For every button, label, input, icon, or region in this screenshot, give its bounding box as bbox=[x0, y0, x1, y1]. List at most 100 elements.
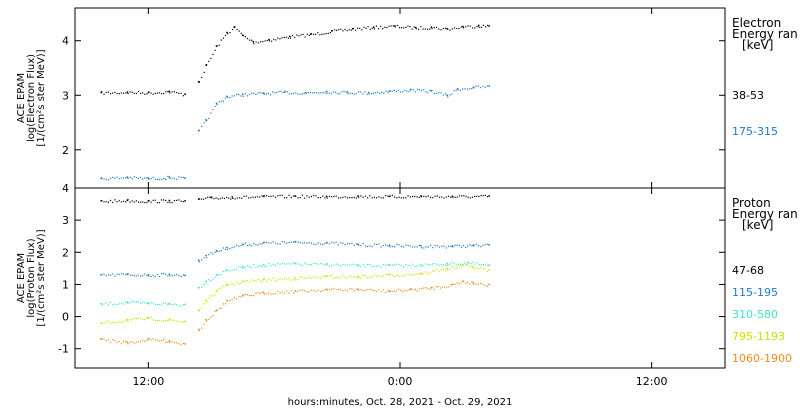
data-dot bbox=[105, 302, 107, 304]
data-dot bbox=[385, 274, 387, 276]
data-dot bbox=[453, 262, 455, 264]
y-axis-label: log(Proton Flux) bbox=[26, 238, 37, 317]
data-dot bbox=[125, 301, 127, 303]
data-dot bbox=[176, 273, 178, 276]
data-dot bbox=[105, 321, 107, 323]
data-dot bbox=[259, 280, 261, 282]
data-dot bbox=[402, 91, 404, 93]
data-dot bbox=[349, 243, 351, 245]
data-dot bbox=[133, 275, 135, 277]
data-dot bbox=[328, 275, 331, 277]
data-dot bbox=[311, 92, 314, 94]
data-dot bbox=[462, 245, 465, 247]
data-dot bbox=[441, 196, 443, 198]
data-dot bbox=[337, 93, 339, 95]
data-dot bbox=[322, 263, 324, 265]
data-dot bbox=[261, 243, 263, 245]
data-dot bbox=[329, 32, 331, 34]
data-dot bbox=[414, 195, 416, 197]
data-dot bbox=[301, 93, 303, 95]
data-dot bbox=[167, 91, 169, 93]
data-dot bbox=[409, 265, 411, 267]
data-dot bbox=[259, 292, 261, 294]
data-dot bbox=[268, 263, 270, 265]
data-dot bbox=[135, 275, 138, 277]
data-dot bbox=[234, 26, 236, 28]
data-dot bbox=[370, 92, 372, 94]
data-dot bbox=[335, 277, 337, 279]
data-dot bbox=[238, 30, 240, 32]
data-dot bbox=[140, 275, 142, 277]
data-dot bbox=[107, 339, 109, 341]
data-dot bbox=[310, 289, 313, 291]
data-dot bbox=[163, 320, 165, 322]
legend-entry: 175-315 bbox=[732, 125, 778, 138]
data-dot bbox=[198, 287, 200, 289]
data-dot bbox=[150, 177, 152, 180]
data-dot bbox=[360, 91, 362, 93]
data-dot bbox=[362, 263, 364, 265]
data-dot bbox=[146, 317, 148, 319]
data-dot bbox=[374, 92, 377, 94]
data-dot bbox=[301, 264, 304, 266]
data-dot bbox=[238, 197, 241, 199]
data-dot bbox=[465, 282, 467, 284]
data-dot bbox=[227, 269, 229, 271]
data-dot bbox=[420, 90, 423, 92]
data-dot bbox=[306, 195, 308, 197]
data-dot bbox=[301, 194, 304, 196]
data-point bbox=[168, 339, 171, 342]
data-dot bbox=[442, 27, 444, 30]
data-dot bbox=[288, 241, 290, 244]
data-dot bbox=[301, 276, 304, 279]
data-dot bbox=[158, 275, 161, 278]
data-dot bbox=[224, 270, 227, 273]
data-dot bbox=[261, 291, 263, 293]
data-dot bbox=[402, 246, 405, 248]
data-dot bbox=[416, 88, 418, 90]
data-dot bbox=[338, 28, 340, 31]
data-dot bbox=[416, 246, 418, 248]
data-point bbox=[205, 254, 207, 257]
data-dot bbox=[477, 268, 480, 270]
data-dot bbox=[278, 90, 280, 93]
data-dot bbox=[163, 199, 165, 201]
data-dot bbox=[125, 201, 127, 203]
data-dot bbox=[373, 243, 375, 245]
data-dot bbox=[292, 241, 295, 243]
data-dot bbox=[265, 93, 268, 95]
data-dot bbox=[355, 288, 358, 290]
data-dot bbox=[292, 262, 295, 264]
data-dot bbox=[482, 24, 485, 26]
data-dot bbox=[462, 264, 465, 267]
data-dot bbox=[396, 263, 398, 265]
data-dot bbox=[263, 265, 265, 267]
data-dot bbox=[460, 282, 463, 284]
data-dot bbox=[231, 247, 233, 249]
data-dot bbox=[114, 322, 116, 324]
data-dot bbox=[118, 177, 120, 180]
data-dot bbox=[109, 322, 112, 324]
data-dot bbox=[337, 244, 340, 246]
data-dot bbox=[146, 177, 148, 179]
data-dot bbox=[369, 245, 371, 247]
data-dot bbox=[216, 45, 218, 47]
data-dot bbox=[397, 288, 400, 290]
data-point bbox=[168, 199, 171, 202]
data-dot bbox=[358, 265, 360, 267]
data-dot bbox=[281, 291, 283, 293]
data-dot bbox=[333, 242, 335, 244]
data-point bbox=[346, 91, 349, 93]
data-dot bbox=[371, 246, 373, 248]
data-dot bbox=[131, 91, 133, 93]
data-dot bbox=[333, 29, 336, 31]
data-dot bbox=[144, 302, 146, 304]
data-point bbox=[462, 25, 464, 28]
data-dot bbox=[256, 196, 259, 198]
data-dot bbox=[154, 275, 156, 278]
data-dot bbox=[458, 27, 460, 30]
data-dot bbox=[344, 196, 346, 198]
data-dot bbox=[302, 33, 304, 35]
data-dot bbox=[107, 304, 109, 306]
data-dot bbox=[238, 93, 240, 96]
